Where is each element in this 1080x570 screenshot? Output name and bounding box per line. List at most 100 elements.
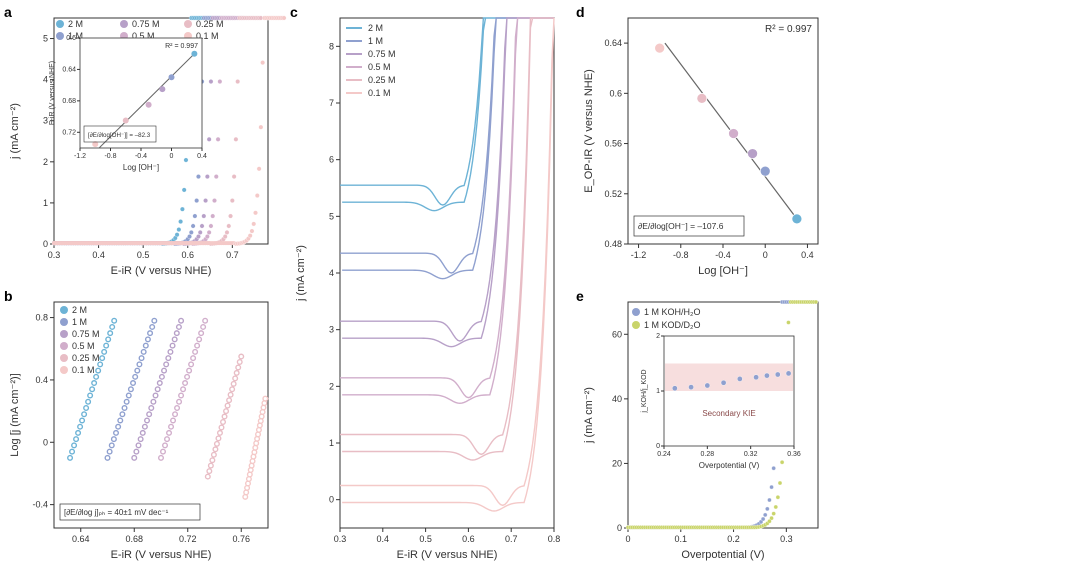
svg-text:Overpotential (V): Overpotential (V) [699, 461, 760, 470]
svg-text:0.75 M: 0.75 M [72, 329, 100, 339]
svg-text:0: 0 [625, 534, 630, 544]
svg-text:0.1 M: 0.1 M [368, 88, 391, 98]
svg-text:0.24: 0.24 [657, 451, 671, 458]
svg-text:0.7: 0.7 [505, 534, 518, 544]
svg-text:E-iR (V versus NHE): E-iR (V versus NHE) [111, 549, 212, 561]
svg-text:0.3: 0.3 [780, 534, 793, 544]
svg-text:0.36: 0.36 [787, 451, 801, 458]
svg-text:E-iR (V versus NHE): E-iR (V versus NHE) [111, 265, 212, 277]
svg-text:0: 0 [170, 153, 174, 160]
svg-text:0.5: 0.5 [137, 250, 150, 260]
svg-text:2 M: 2 M [368, 23, 383, 33]
svg-text:-0.8: -0.8 [673, 250, 689, 260]
svg-text:R² = 0.997: R² = 0.997 [165, 43, 198, 50]
panel-c: c 0.30.40.50.60.70.8012345678E-iR (V ver… [286, 0, 572, 570]
svg-text:2: 2 [656, 333, 660, 340]
svg-text:0.72: 0.72 [179, 534, 197, 544]
svg-text:0: 0 [763, 250, 768, 260]
svg-text:-1.2: -1.2 [74, 153, 86, 160]
svg-text:0.25 M: 0.25 M [196, 19, 224, 29]
svg-text:[∂E/∂log[OH⁻]] = –82.3: [∂E/∂log[OH⁻]] = –82.3 [88, 132, 151, 139]
panel-d: d -1.2-0.8-0.400.40.480.520.560.60.64Log… [572, 0, 1080, 284]
svg-text:0.75 M: 0.75 M [132, 19, 160, 29]
svg-text:0.3: 0.3 [334, 534, 347, 544]
svg-text:1: 1 [43, 198, 48, 208]
svg-text:0.6: 0.6 [66, 35, 76, 42]
svg-text:40: 40 [612, 394, 622, 404]
svg-text:2 M: 2 M [68, 19, 83, 29]
svg-text:0.64: 0.64 [72, 534, 90, 544]
svg-text:0.5 M: 0.5 M [368, 62, 391, 72]
svg-text:0.25 M: 0.25 M [368, 75, 396, 85]
svg-text:0.3: 0.3 [48, 250, 61, 260]
svg-text:Overpotential (V): Overpotential (V) [681, 549, 764, 561]
svg-text:E-iR (V versus NHE): E-iR (V versus NHE) [49, 61, 56, 125]
plot-c: 0.30.40.50.60.70.8012345678E-iR (V versu… [286, 0, 572, 570]
svg-text:60: 60 [612, 329, 622, 339]
svg-text:0.4: 0.4 [801, 250, 814, 260]
svg-text:20: 20 [612, 458, 622, 468]
svg-text:0.1 M: 0.1 M [72, 365, 95, 375]
svg-text:0: 0 [617, 523, 622, 533]
plot-d: -1.2-0.8-0.400.40.480.520.560.60.64Log [… [572, 0, 830, 284]
svg-text:0.64: 0.64 [604, 38, 622, 48]
svg-text:0.5 M: 0.5 M [72, 341, 95, 351]
svg-text:0.5: 0.5 [419, 534, 432, 544]
svg-text:[∂E/∂log j]ₚₕ = 40±1 mV dec⁻¹: [∂E/∂log j]ₚₕ = 40±1 mV dec⁻¹ [64, 508, 169, 517]
svg-text:0.52: 0.52 [604, 189, 622, 199]
svg-text:E-iR (V versus NHE): E-iR (V versus NHE) [397, 549, 498, 561]
svg-text:7: 7 [329, 98, 334, 108]
svg-text:R² = 0.997: R² = 0.997 [765, 24, 812, 35]
svg-text:-0.4: -0.4 [715, 250, 731, 260]
svg-text:0.48: 0.48 [604, 239, 622, 249]
svg-text:0: 0 [43, 437, 48, 447]
svg-text:0.7: 0.7 [226, 250, 239, 260]
svg-text:-0.4: -0.4 [135, 153, 147, 160]
svg-text:0.56: 0.56 [604, 139, 622, 149]
svg-text:0.32: 0.32 [744, 451, 758, 458]
svg-text:4: 4 [43, 75, 48, 85]
svg-text:j (mA cm⁻²): j (mA cm⁻²) [583, 387, 595, 444]
svg-text:1: 1 [329, 438, 334, 448]
svg-text:0: 0 [656, 443, 660, 450]
svg-text:j_KOH/j_KOD: j_KOH/j_KOD [641, 369, 648, 413]
svg-text:1 M: 1 M [368, 36, 383, 46]
svg-text:0.6: 0.6 [462, 534, 475, 544]
svg-text:3: 3 [329, 325, 334, 335]
svg-text:0.75 M: 0.75 M [368, 49, 396, 59]
svg-text:∂E/∂log[OH⁻] = –107.6: ∂E/∂log[OH⁻] = –107.6 [638, 221, 724, 231]
panel-e: e 00.10.20.30204060Overpotential (V)j (m… [572, 284, 1080, 570]
svg-text:2: 2 [329, 381, 334, 391]
svg-text:0.76: 0.76 [232, 534, 250, 544]
plot-e: 00.10.20.30204060Overpotential (V)j (mA … [572, 284, 830, 570]
svg-text:4: 4 [329, 268, 334, 278]
plot-a: 0.30.40.50.60.7012345E-iR (V versus NHE)… [0, 0, 286, 284]
svg-text:0.6: 0.6 [609, 88, 622, 98]
svg-text:0: 0 [43, 239, 48, 249]
svg-text:0.68: 0.68 [62, 98, 76, 105]
svg-text:Log [OH⁻]: Log [OH⁻] [123, 163, 159, 172]
svg-text:0.25 M: 0.25 M [72, 353, 100, 363]
svg-text:1 M KOD/D₂O: 1 M KOD/D₂O [644, 320, 701, 330]
svg-text:-0.8: -0.8 [104, 153, 116, 160]
svg-text:0.4: 0.4 [35, 375, 48, 385]
svg-text:0.64: 0.64 [62, 66, 76, 73]
svg-text:0.2: 0.2 [727, 534, 740, 544]
svg-text:2 M: 2 M [72, 305, 87, 315]
svg-text:0.1: 0.1 [675, 534, 688, 544]
svg-text:j (mA cm⁻²): j (mA cm⁻²) [295, 245, 307, 302]
svg-text:0.8: 0.8 [35, 313, 48, 323]
svg-text:Secondary KIE: Secondary KIE [702, 409, 755, 418]
panel-b: b 0.640.680.720.76-0.400.40.8E-iR (V ver… [0, 284, 286, 570]
svg-text:1 M KOH/H₂O: 1 M KOH/H₂O [644, 307, 701, 317]
svg-text:j (mA cm⁻²): j (mA cm⁻²) [9, 103, 21, 160]
plot-b: 0.640.680.720.76-0.400.40.8E-iR (V versu… [0, 284, 286, 570]
svg-text:Log [OH⁻]: Log [OH⁻] [698, 265, 748, 277]
svg-text:6: 6 [329, 155, 334, 165]
panel-a: a 0.30.40.50.60.7012345E-iR (V versus NH… [0, 0, 286, 284]
svg-text:0.72: 0.72 [62, 129, 76, 136]
svg-text:0: 0 [329, 495, 334, 505]
svg-text:E_OP-IR (V versus NHE): E_OP-IR (V versus NHE) [583, 69, 595, 192]
svg-text:3: 3 [43, 116, 48, 126]
svg-text:5: 5 [329, 211, 334, 221]
